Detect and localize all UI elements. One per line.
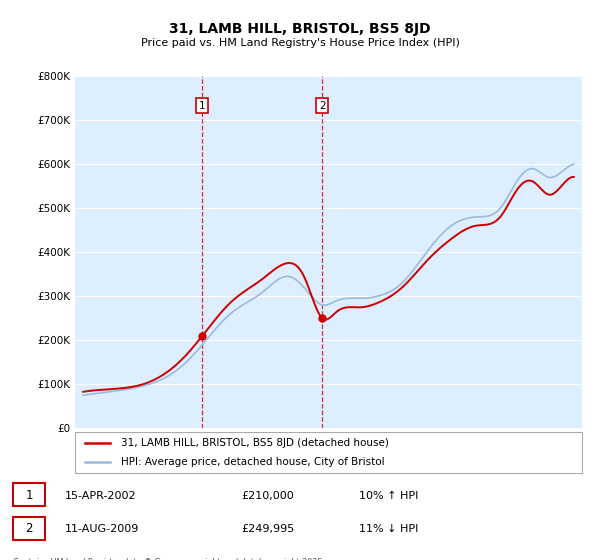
FancyBboxPatch shape (13, 516, 46, 540)
Text: 11% ↓ HPI: 11% ↓ HPI (359, 524, 418, 534)
FancyBboxPatch shape (13, 483, 46, 506)
Text: £249,995: £249,995 (241, 524, 295, 534)
Text: £210,000: £210,000 (241, 491, 294, 501)
Text: 1: 1 (25, 489, 32, 502)
Text: 31, LAMB HILL, BRISTOL, BS5 8JD (detached house): 31, LAMB HILL, BRISTOL, BS5 8JD (detache… (121, 438, 389, 449)
Text: HPI: Average price, detached house, City of Bristol: HPI: Average price, detached house, City… (121, 457, 384, 467)
Text: 10% ↑ HPI: 10% ↑ HPI (359, 491, 418, 501)
Text: Contains HM Land Registry data © Crown copyright and database right 2025.
This d: Contains HM Land Registry data © Crown c… (13, 558, 325, 560)
Text: 1: 1 (199, 101, 206, 110)
Text: 31, LAMB HILL, BRISTOL, BS5 8JD: 31, LAMB HILL, BRISTOL, BS5 8JD (169, 22, 431, 36)
Text: 11-AUG-2009: 11-AUG-2009 (65, 524, 139, 534)
Text: 2: 2 (25, 522, 32, 535)
Text: Price paid vs. HM Land Registry's House Price Index (HPI): Price paid vs. HM Land Registry's House … (140, 38, 460, 48)
Text: 15-APR-2002: 15-APR-2002 (65, 491, 136, 501)
Text: 2: 2 (319, 101, 326, 110)
